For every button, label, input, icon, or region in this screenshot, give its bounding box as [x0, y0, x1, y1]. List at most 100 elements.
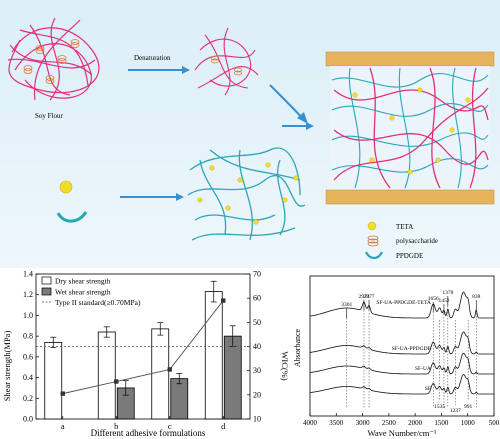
- ftir-series-label: SF-UA-PPDGDE-TETA: [376, 300, 431, 306]
- y2-tick-label: 30: [253, 366, 261, 375]
- polysaccharide-coils: [23, 39, 80, 84]
- denatured-polysaccharide-coils: [211, 55, 242, 76]
- ftir-x-tick-label: 3000: [356, 419, 371, 427]
- legend-wet-swatch: [41, 287, 52, 296]
- wet-shear-bar: [170, 378, 189, 420]
- legend-wet-label: Wet shear strength: [55, 288, 111, 297]
- peak-label: 1452: [438, 298, 449, 304]
- peak-label: 1237: [450, 408, 461, 414]
- bar-chart-bars: [44, 280, 242, 420]
- teta-dots: [197, 162, 299, 225]
- legend-dry-label: Dry shear strength: [55, 277, 111, 286]
- merge-arrow-top-icon: [269, 84, 308, 124]
- wic-point: [60, 391, 65, 396]
- wood-board-bottom: [325, 189, 495, 205]
- ppdgde-reagent-icon: [56, 211, 88, 223]
- teta-reagent-icon: [59, 180, 73, 194]
- dry-shear-bar: [151, 328, 170, 420]
- bar-chart-axes: 0.0 0.2 0.4 0.6 0.8 1.0 1.2 1.4 10 20 30 40 50 60 70 a b…: [23, 270, 261, 432]
- ftir-curve: [310, 374, 494, 395]
- x-tick-label: d: [221, 421, 226, 431]
- legend-ref-label: Type II standard(≥0.70MPa): [55, 298, 141, 307]
- ftir-x-tick-label: 3500: [329, 419, 344, 427]
- y-tick-label: 0.6: [23, 352, 33, 361]
- y-tick-label: 0.0: [23, 415, 33, 424]
- wic-point: [114, 379, 119, 384]
- x-tick-label: c: [168, 421, 172, 431]
- y-tick-label: 0.2: [23, 394, 33, 403]
- soy-flour-network: [7, 17, 100, 101]
- legend-dry-swatch: [41, 276, 52, 285]
- peak-label: 1535: [434, 404, 445, 410]
- bar-chart-legend: Dry shear strength Wet shear strength Ty…: [41, 276, 141, 307]
- dry-shear-bar: [204, 291, 223, 420]
- ftir-spectra-chart: 4000 3500 3000 2500 2000 1500 1000 500 SF-UA-PP…: [293, 275, 500, 438]
- cured-adhesive-network: [331, 67, 489, 189]
- dry-shear-bar: [44, 341, 63, 420]
- y2-tick-label: 50: [253, 318, 261, 327]
- y-tick-label: 1.0: [23, 311, 33, 320]
- wic-point: [221, 298, 226, 303]
- ftir-curves: SF-UA-PPDGDE-TETA SF-UA-PPDGDE SF-UA SF: [309, 291, 494, 395]
- wet-shear-bar: [223, 335, 242, 420]
- wic-line: [60, 298, 226, 396]
- teta-legend-label: TETA: [396, 223, 413, 231]
- soy-flour-label: Soy Flour: [35, 112, 63, 120]
- ftir-series-label: SF: [425, 386, 431, 392]
- ftir-x-tick-label: 1000: [461, 419, 476, 427]
- adhesive-layer: [330, 66, 490, 190]
- merge-arrow-bottom-icon: [282, 122, 314, 130]
- y2-tick-label: 10: [253, 415, 261, 424]
- x-tick-label: b: [114, 421, 118, 431]
- shear-strength-chart: 0.0 0.2 0.4 0.6 0.8 1.0 1.2 1.4 10 20 30 40 50 60 70 a b…: [2, 270, 290, 439]
- ftir-x-tick-label: 2000: [408, 419, 423, 427]
- ftir-xlabel: Wave Number/cm⁻¹: [368, 428, 437, 438]
- peak-label: 1656: [428, 296, 439, 302]
- wood-board-top: [325, 51, 495, 67]
- teta-legend-icon: [367, 221, 377, 231]
- peak-label: 2973: [358, 294, 369, 300]
- denaturation-arrow-icon: [128, 66, 190, 74]
- ppdgde-legend-icon: [365, 251, 383, 260]
- peak-label: 991: [464, 404, 473, 410]
- y2-tick-label: 70: [253, 270, 261, 279]
- ftir-curve: [310, 352, 494, 375]
- ppdgde-network: [187, 147, 306, 241]
- peak-label: 1378: [442, 290, 453, 296]
- ftir-x-tick-label: 4000: [303, 419, 318, 427]
- denatured-protein-network: [194, 27, 259, 96]
- ftir-series-label: SF-UA-PPDGDE: [392, 346, 432, 352]
- ftir-plot-frame: [309, 275, 495, 417]
- y-tick-label: 0.8: [23, 332, 33, 341]
- bar-chart-xlabel: Different adhesive formulations: [91, 428, 206, 438]
- y2-tick-label: 40: [253, 342, 261, 351]
- ftir-axes: 4000 3500 3000 2500 2000 1500 1000 500: [303, 413, 500, 427]
- wic-line-path: [62, 300, 224, 395]
- peak-label: 2877: [364, 294, 375, 300]
- reagent-arrow-icon: [120, 193, 184, 201]
- y-tick-label: 1.4: [23, 270, 33, 279]
- y2-tick-label: 60: [253, 294, 261, 303]
- ftir-x-tick-label: 500: [489, 419, 500, 427]
- polysaccharide-legend-icon: [367, 235, 379, 247]
- wic-point: [167, 367, 172, 372]
- ftir-curve: [310, 331, 494, 355]
- bar-chart-ylabel: Shear strength(MPa): [2, 331, 12, 402]
- peak-label: 3301: [341, 302, 352, 308]
- ftir-curve: [309, 291, 494, 319]
- bar-chart-y2label: WIC(%): [280, 351, 290, 380]
- y-tick-label: 1.2: [23, 290, 33, 299]
- dry-shear-bar: [97, 331, 116, 420]
- ftir-series-label: SF-UA: [415, 366, 431, 372]
- peak-label: 838: [472, 294, 481, 300]
- reaction-scheme: Soy Flour Denaturation: [0, 0, 500, 268]
- polysaccharide-legend-label: polysaccharide: [396, 237, 438, 245]
- ftir-x-tick-label: 1500: [434, 419, 449, 427]
- ftir-ylabel: Absorbance: [293, 328, 302, 367]
- y2-tick-label: 20: [253, 390, 261, 399]
- denaturation-label: Denaturation: [134, 54, 171, 62]
- x-tick-label: a: [61, 421, 65, 431]
- ppdgde-legend-label: PPDGDE: [396, 252, 423, 260]
- ftir-x-tick-label: 2500: [382, 419, 397, 427]
